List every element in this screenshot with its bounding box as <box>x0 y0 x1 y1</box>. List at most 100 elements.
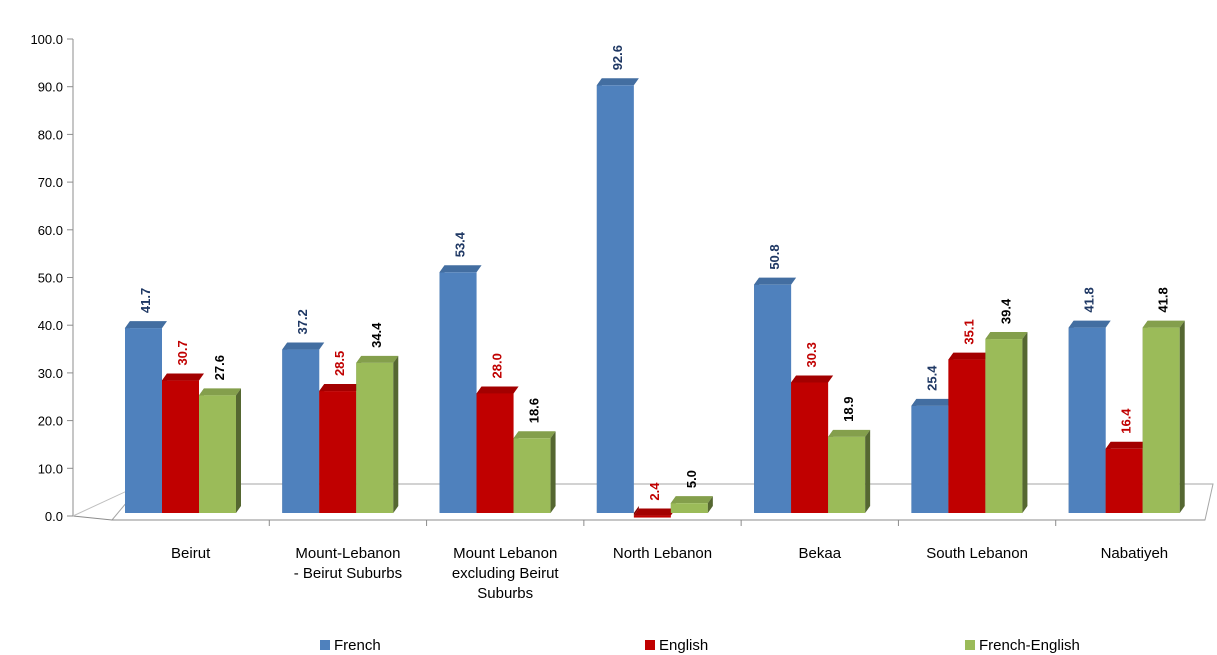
bar-top <box>513 431 556 439</box>
data-label-english-4: 30.3 <box>804 342 819 367</box>
bar-front <box>513 438 551 513</box>
data-label-english-6: 16.4 <box>1119 408 1134 434</box>
category-label-6: Nabatiyeh <box>1101 545 1169 562</box>
bar-top <box>633 508 676 516</box>
bar-english-3 <box>633 506 676 518</box>
y-tick-label: 40.0 <box>38 318 63 333</box>
bar-french-english-4 <box>828 429 871 513</box>
bar-front <box>828 436 866 513</box>
data-label-french-1: 37.2 <box>295 309 310 334</box>
bar-top <box>791 375 834 383</box>
y-tick-label: 20.0 <box>38 414 63 429</box>
axes <box>72 39 1214 526</box>
legend-swatch <box>645 640 655 650</box>
bar-french-4 <box>754 277 797 513</box>
bar-front <box>754 284 792 513</box>
category-label-1: Mount-Lebanon - Beirut Suburbs <box>294 545 402 582</box>
bar-top <box>670 496 713 504</box>
bar-front <box>199 395 236 513</box>
data-label-french-3: 92.6 <box>610 45 625 70</box>
y-tick-label: 100.0 <box>30 32 63 47</box>
bar-french-6 <box>1068 320 1111 513</box>
bar-front <box>125 328 162 513</box>
bar-top <box>596 78 639 86</box>
bar-french-1 <box>282 342 325 513</box>
bar-french-5 <box>911 398 954 513</box>
data-label-english-5: 35.1 <box>961 319 976 344</box>
data-label-french-2: 53.4 <box>453 231 468 257</box>
bar-edge <box>550 431 556 513</box>
category-labels: Beirut Mount-Lebanon - Beirut Suburbs Mount… <box>171 545 1168 602</box>
x-axis-start <box>72 515 113 521</box>
bar-edge <box>1022 332 1028 513</box>
bar-top <box>754 277 797 285</box>
bar-side <box>633 506 639 516</box>
category-label-4: Bekaa <box>799 545 842 562</box>
data-label-french-english-4: 18.9 <box>841 397 856 422</box>
data-label-french-5: 25.4 <box>924 365 939 391</box>
data-label-english-2: 28.0 <box>490 353 505 378</box>
data-label-french-6: 41.8 <box>1082 287 1097 312</box>
bar-top <box>199 388 241 396</box>
bar-top <box>828 429 871 437</box>
y-axis-ticks: 0.0 10.0 20.0 30.0 40.0 50.0 60.0 70.0 80.0 90.0 1… <box>30 32 73 524</box>
data-label-french-english-0: 27.6 <box>212 355 227 380</box>
y-tick-label: 90.0 <box>38 80 63 95</box>
bar-front <box>670 503 708 513</box>
bar-front <box>791 382 829 513</box>
bar-french-english-3 <box>670 496 713 513</box>
bar-edge <box>707 496 713 513</box>
bar-top <box>282 342 325 350</box>
bar-top <box>125 321 167 329</box>
y-tick-label: 60.0 <box>38 223 63 238</box>
data-label-french-english-1: 34.4 <box>369 322 384 348</box>
bar-top <box>1068 320 1111 328</box>
bar-english-1 <box>319 384 362 513</box>
bar-edge <box>865 429 871 513</box>
data-label-french-4: 50.8 <box>767 244 782 269</box>
data-labels: 41.7 30.7 27.6 37.2 28.5 34.4 53.4 28.0 18.6 92.6… <box>138 45 1171 501</box>
bar-top <box>476 386 519 394</box>
legend-label: French-English <box>979 637 1080 654</box>
bar-front <box>948 359 986 513</box>
data-label-french-english-6: 41.8 <box>1156 287 1171 312</box>
bar-french-english-2 <box>513 431 556 513</box>
bar-french-english-0 <box>199 388 241 513</box>
bar-english-4 <box>791 375 834 513</box>
data-label-french-0: 41.7 <box>138 288 153 313</box>
bar-french-english-6 <box>1142 320 1185 513</box>
data-label-english-3: 2.4 <box>647 482 662 501</box>
bar-front <box>1068 327 1106 513</box>
bar-top <box>1105 441 1148 449</box>
category-label-2: Mount Lebanon excluding Beirut Suburbs <box>452 545 560 602</box>
bar-front <box>1142 327 1180 513</box>
bar-front <box>319 391 357 513</box>
bar-edge <box>393 355 399 513</box>
y-tick-label: 30.0 <box>38 366 63 381</box>
legend-item-french-english: French-English <box>965 637 1080 654</box>
bar-french-3 <box>596 78 639 513</box>
data-label-english-0: 30.7 <box>175 340 190 365</box>
bar-front <box>282 349 320 513</box>
legend-item-french: French <box>320 637 381 654</box>
y-tick-label: 10.0 <box>38 461 63 476</box>
bar-top <box>162 373 204 381</box>
bar-front <box>911 405 949 513</box>
bar-english-5 <box>948 352 991 513</box>
data-label-french-english-3: 5.0 <box>684 470 699 488</box>
bar-top <box>1142 320 1185 328</box>
bar-top <box>319 384 362 392</box>
bar-french-0 <box>125 321 167 513</box>
bar-french-english-5 <box>985 332 1028 513</box>
legend: French English French-English <box>320 637 1080 654</box>
bar-top <box>911 398 954 406</box>
bar-front <box>356 362 394 513</box>
bar-edge <box>236 388 241 513</box>
bar-top <box>948 352 991 360</box>
bar-top <box>356 355 399 363</box>
y-tick-label: 80.0 <box>38 127 63 142</box>
bar-english-6 <box>1105 441 1148 513</box>
category-label-0: Beirut <box>171 545 211 562</box>
bar-front <box>476 393 514 513</box>
